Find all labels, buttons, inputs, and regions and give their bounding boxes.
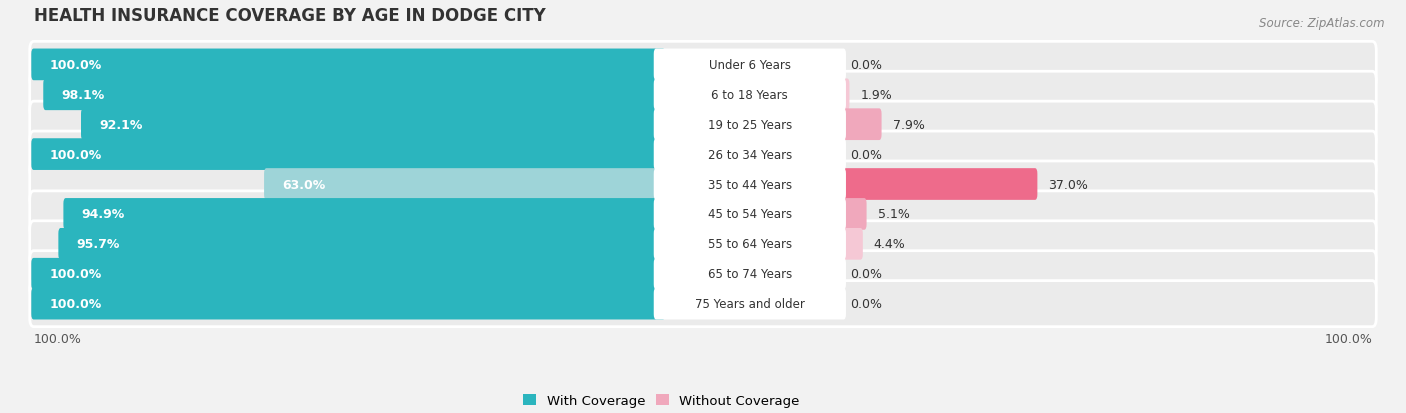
FancyBboxPatch shape — [31, 288, 665, 320]
FancyBboxPatch shape — [654, 79, 846, 111]
FancyBboxPatch shape — [30, 42, 1376, 88]
FancyBboxPatch shape — [834, 169, 1038, 200]
FancyBboxPatch shape — [654, 199, 846, 230]
FancyBboxPatch shape — [654, 169, 846, 200]
FancyBboxPatch shape — [63, 199, 665, 230]
FancyBboxPatch shape — [654, 50, 846, 81]
FancyBboxPatch shape — [30, 281, 1376, 327]
Text: 100.0%: 100.0% — [1324, 332, 1372, 345]
FancyBboxPatch shape — [31, 50, 665, 81]
Text: 100.0%: 100.0% — [49, 148, 103, 161]
FancyBboxPatch shape — [30, 102, 1376, 148]
Text: 0.0%: 0.0% — [851, 148, 882, 161]
Text: 98.1%: 98.1% — [62, 88, 105, 102]
FancyBboxPatch shape — [44, 79, 665, 111]
FancyBboxPatch shape — [834, 199, 866, 230]
Text: 100.0%: 100.0% — [49, 59, 103, 72]
FancyBboxPatch shape — [31, 258, 665, 290]
FancyBboxPatch shape — [654, 288, 846, 320]
FancyBboxPatch shape — [654, 109, 846, 141]
FancyBboxPatch shape — [82, 109, 665, 141]
FancyBboxPatch shape — [30, 161, 1376, 208]
Text: 65 to 74 Years: 65 to 74 Years — [707, 268, 792, 280]
FancyBboxPatch shape — [30, 251, 1376, 297]
Text: 100.0%: 100.0% — [49, 268, 103, 280]
FancyBboxPatch shape — [30, 72, 1376, 118]
FancyBboxPatch shape — [30, 132, 1376, 178]
Text: 100.0%: 100.0% — [49, 297, 103, 311]
Text: 1.9%: 1.9% — [860, 88, 893, 102]
Text: 7.9%: 7.9% — [893, 119, 924, 131]
Legend: With Coverage, Without Coverage: With Coverage, Without Coverage — [523, 394, 800, 407]
FancyBboxPatch shape — [654, 228, 846, 260]
Text: 63.0%: 63.0% — [283, 178, 326, 191]
Text: Source: ZipAtlas.com: Source: ZipAtlas.com — [1260, 17, 1385, 29]
Text: 0.0%: 0.0% — [851, 297, 882, 311]
Text: 0.0%: 0.0% — [851, 268, 882, 280]
Text: 4.4%: 4.4% — [873, 238, 905, 251]
FancyBboxPatch shape — [264, 169, 665, 200]
Text: 100.0%: 100.0% — [34, 332, 82, 345]
FancyBboxPatch shape — [30, 191, 1376, 237]
Text: 75 Years and older: 75 Years and older — [695, 297, 804, 311]
FancyBboxPatch shape — [834, 228, 863, 260]
Text: 55 to 64 Years: 55 to 64 Years — [707, 238, 792, 251]
Text: 37.0%: 37.0% — [1049, 178, 1088, 191]
FancyBboxPatch shape — [834, 109, 882, 141]
Text: 6 to 18 Years: 6 to 18 Years — [711, 88, 789, 102]
FancyBboxPatch shape — [654, 139, 846, 171]
Text: 0.0%: 0.0% — [851, 59, 882, 72]
FancyBboxPatch shape — [59, 228, 665, 260]
FancyBboxPatch shape — [654, 258, 846, 290]
FancyBboxPatch shape — [31, 139, 665, 171]
Text: 45 to 54 Years: 45 to 54 Years — [707, 208, 792, 221]
FancyBboxPatch shape — [834, 79, 849, 111]
FancyBboxPatch shape — [30, 221, 1376, 267]
Text: Under 6 Years: Under 6 Years — [709, 59, 790, 72]
Text: HEALTH INSURANCE COVERAGE BY AGE IN DODGE CITY: HEALTH INSURANCE COVERAGE BY AGE IN DODG… — [34, 7, 546, 25]
Text: 92.1%: 92.1% — [100, 119, 143, 131]
Text: 95.7%: 95.7% — [77, 238, 120, 251]
Text: 26 to 34 Years: 26 to 34 Years — [707, 148, 792, 161]
Text: 35 to 44 Years: 35 to 44 Years — [707, 178, 792, 191]
Text: 19 to 25 Years: 19 to 25 Years — [707, 119, 792, 131]
Text: 5.1%: 5.1% — [877, 208, 910, 221]
Text: 94.9%: 94.9% — [82, 208, 125, 221]
